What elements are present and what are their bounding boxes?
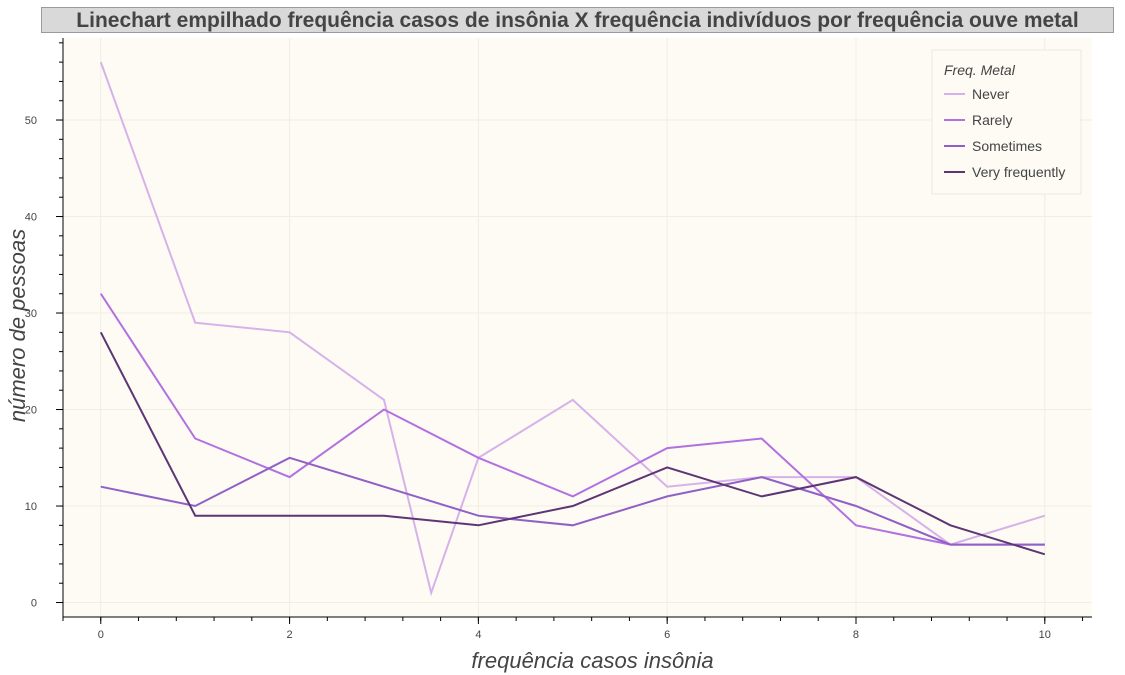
series-line-never: [99, 61, 1046, 597]
y-tick-label: 50: [25, 115, 37, 127]
y-tick-label: 20: [25, 405, 37, 417]
y-axis-title: número de pessoas: [5, 229, 30, 422]
y-tick-label: 10: [25, 501, 37, 513]
x-tick-label: 10: [1039, 629, 1051, 641]
x-tick-label: 6: [664, 629, 670, 641]
legend-item-label[interactable]: Very frequently: [972, 164, 1065, 180]
legend-item-label[interactable]: Never: [972, 86, 1010, 102]
legend-box: [931, 49, 1082, 195]
series-line-rarely: [99, 293, 1045, 546]
x-tick-label: 2: [287, 629, 293, 641]
x-tick-label: 8: [853, 629, 859, 641]
y-tick-label: 40: [25, 212, 37, 224]
legend-item-label[interactable]: Rarely: [972, 112, 1012, 128]
x-tick-label: 4: [475, 629, 481, 641]
x-axis-title: frequência casos insônia: [471, 648, 713, 673]
legend-title: Freq. Metal: [944, 62, 1016, 78]
legend-item-label[interactable]: Sometimes: [972, 138, 1042, 154]
y-tick-label: 30: [25, 308, 37, 320]
series-line-sometimes: [100, 456, 1045, 546]
chart-title: Linechart empilhado frequência casos de …: [41, 7, 1114, 33]
y-tick-label: 0: [31, 598, 37, 610]
series-line-very-frequently: [99, 331, 1046, 556]
x-tick-label: 0: [98, 629, 104, 641]
